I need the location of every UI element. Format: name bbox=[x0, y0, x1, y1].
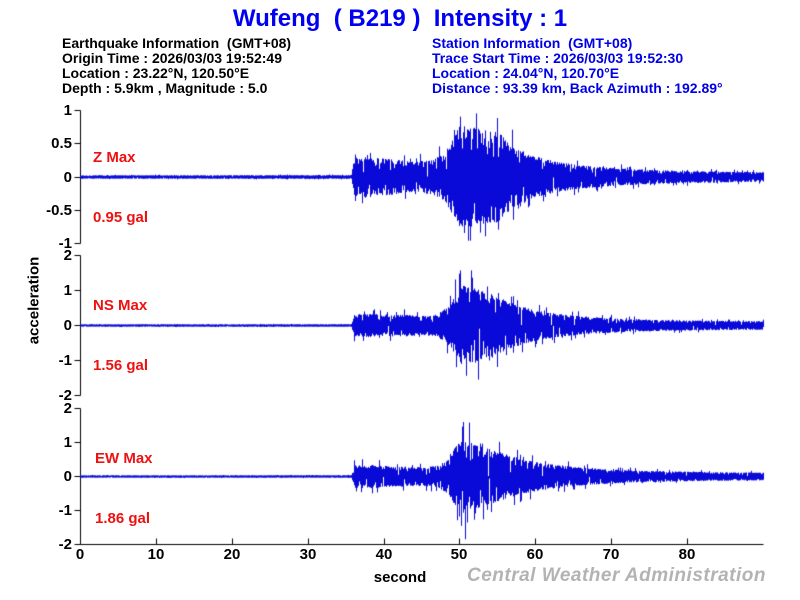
y-tick-label: -2 bbox=[58, 535, 72, 553]
x-tick-label: 50 bbox=[450, 546, 468, 563]
earthquake-info-heading: Earthquake Information (GMT+08) bbox=[62, 35, 292, 51]
x-tick-label: 20 bbox=[223, 546, 241, 563]
x-tick-label: 0 bbox=[75, 546, 85, 563]
station-location: Location : 24.04°N, 120.70°E bbox=[432, 65, 620, 81]
y-tick-label: 0 bbox=[63, 316, 72, 334]
y-tick-label: -1 bbox=[58, 501, 72, 519]
x-tick-label: 70 bbox=[602, 546, 620, 563]
ns-max-title: NS Max bbox=[93, 297, 148, 314]
x-tick-label: 40 bbox=[375, 546, 393, 563]
y-tick-label: -1 bbox=[58, 234, 72, 252]
trace-start-time: Trace Start Time : 2026/03/03 19:52:30 bbox=[432, 50, 684, 66]
z-max-label: Z Max 0.95 gal bbox=[93, 108, 148, 268]
origin-time: Origin Time : 2026/03/03 19:52:49 bbox=[62, 50, 282, 66]
x-tick-label: 30 bbox=[299, 546, 317, 563]
watermark: Central Weather Administration bbox=[467, 565, 766, 586]
page-title: Wufeng ( B219 ) Intensity : 1 bbox=[232, 5, 568, 32]
distance-back-azimuth: Distance : 93.39 km, Back Azimuth : 192.… bbox=[432, 80, 723, 96]
y-axis-label: acceleration bbox=[25, 256, 43, 345]
y-tick-label: 1 bbox=[63, 101, 72, 119]
y-tick-label: 1 bbox=[63, 433, 72, 451]
epicenter-location: Location : 23.22°N, 120.50°E bbox=[62, 65, 250, 81]
z-max-title: Z Max bbox=[93, 149, 136, 166]
y-tick-label: 0.5 bbox=[51, 134, 72, 152]
x-tick-label: 10 bbox=[147, 546, 165, 563]
y-tick-label: -1 bbox=[58, 351, 72, 369]
earthquake-info-block: Earthquake Information (GMT+08) Origin T… bbox=[62, 36, 291, 96]
ew-max-title: EW Max bbox=[95, 450, 153, 467]
y-tick-label: -2 bbox=[58, 386, 72, 404]
z-max-value: 0.95 gal bbox=[93, 209, 149, 226]
x-axis-label: second bbox=[373, 569, 427, 586]
y-tick-label: 0 bbox=[63, 168, 72, 186]
ew-max-label: EW Max 1.86 gal bbox=[95, 409, 153, 569]
station-info-heading: Station Information (GMT+08) bbox=[432, 35, 633, 51]
ns-max-value: 1.56 gal bbox=[93, 357, 149, 374]
station-info-block: Station Information (GMT+08) Trace Start… bbox=[432, 36, 723, 96]
ns-max-label: NS Max 1.56 gal bbox=[93, 256, 148, 416]
y-tick-label: 2 bbox=[63, 246, 72, 264]
depth-magnitude: Depth : 5.9km , Magnitude : 5.0 bbox=[62, 80, 268, 96]
y-tick-label: 0 bbox=[63, 467, 72, 485]
y-tick-label: 2 bbox=[63, 399, 72, 417]
x-tick-label: 60 bbox=[526, 546, 544, 563]
ew-max-value: 1.86 gal bbox=[95, 510, 151, 527]
y-tick-label: 1 bbox=[63, 281, 72, 299]
x-tick-label: 80 bbox=[678, 546, 696, 563]
y-tick-label: -0.5 bbox=[46, 201, 72, 219]
